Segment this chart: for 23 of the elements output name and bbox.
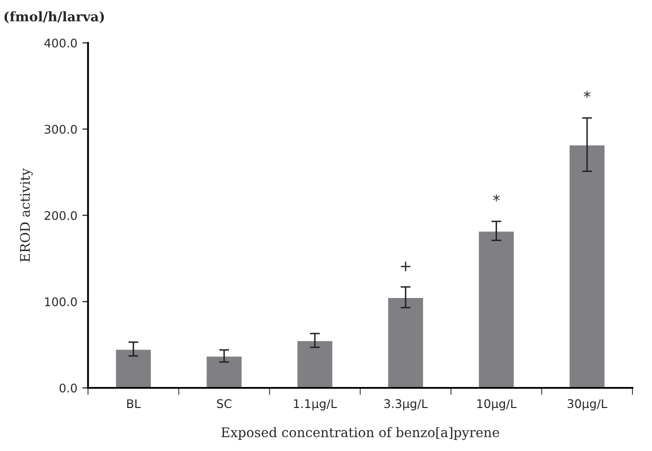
x-tick-label: SC xyxy=(217,399,232,408)
y-tick-label: 0.0 xyxy=(60,384,77,393)
x-tick-label: 30μg/L xyxy=(568,399,608,410)
annotation: + xyxy=(400,262,410,272)
y-axis-title: EROD activity xyxy=(20,168,33,262)
text: (fmol/h/larva) xyxy=(4,11,104,24)
y-tick-label: 400.0 xyxy=(44,38,77,48)
x-axis-title: Exposed concentration of benzo[a]pyrene xyxy=(221,427,500,440)
x-tick-label: BL xyxy=(127,399,141,408)
x-tick-label: 3.3μg/L xyxy=(384,399,428,410)
y-tick-label: 200.0 xyxy=(44,211,77,220)
bar xyxy=(296,340,334,388)
bar xyxy=(477,230,516,388)
bar xyxy=(386,296,424,388)
x-tick-label: 1.1μg/L xyxy=(294,399,337,410)
annotation: * xyxy=(492,194,500,202)
y-tick-label: 100.0 xyxy=(45,297,77,306)
y-tick-label: 300.0 xyxy=(44,124,77,134)
bar xyxy=(205,355,243,388)
bar xyxy=(114,348,152,388)
x-tick-label: 10μg/L xyxy=(477,399,517,410)
bar xyxy=(568,144,606,388)
annotation: * xyxy=(584,90,590,98)
